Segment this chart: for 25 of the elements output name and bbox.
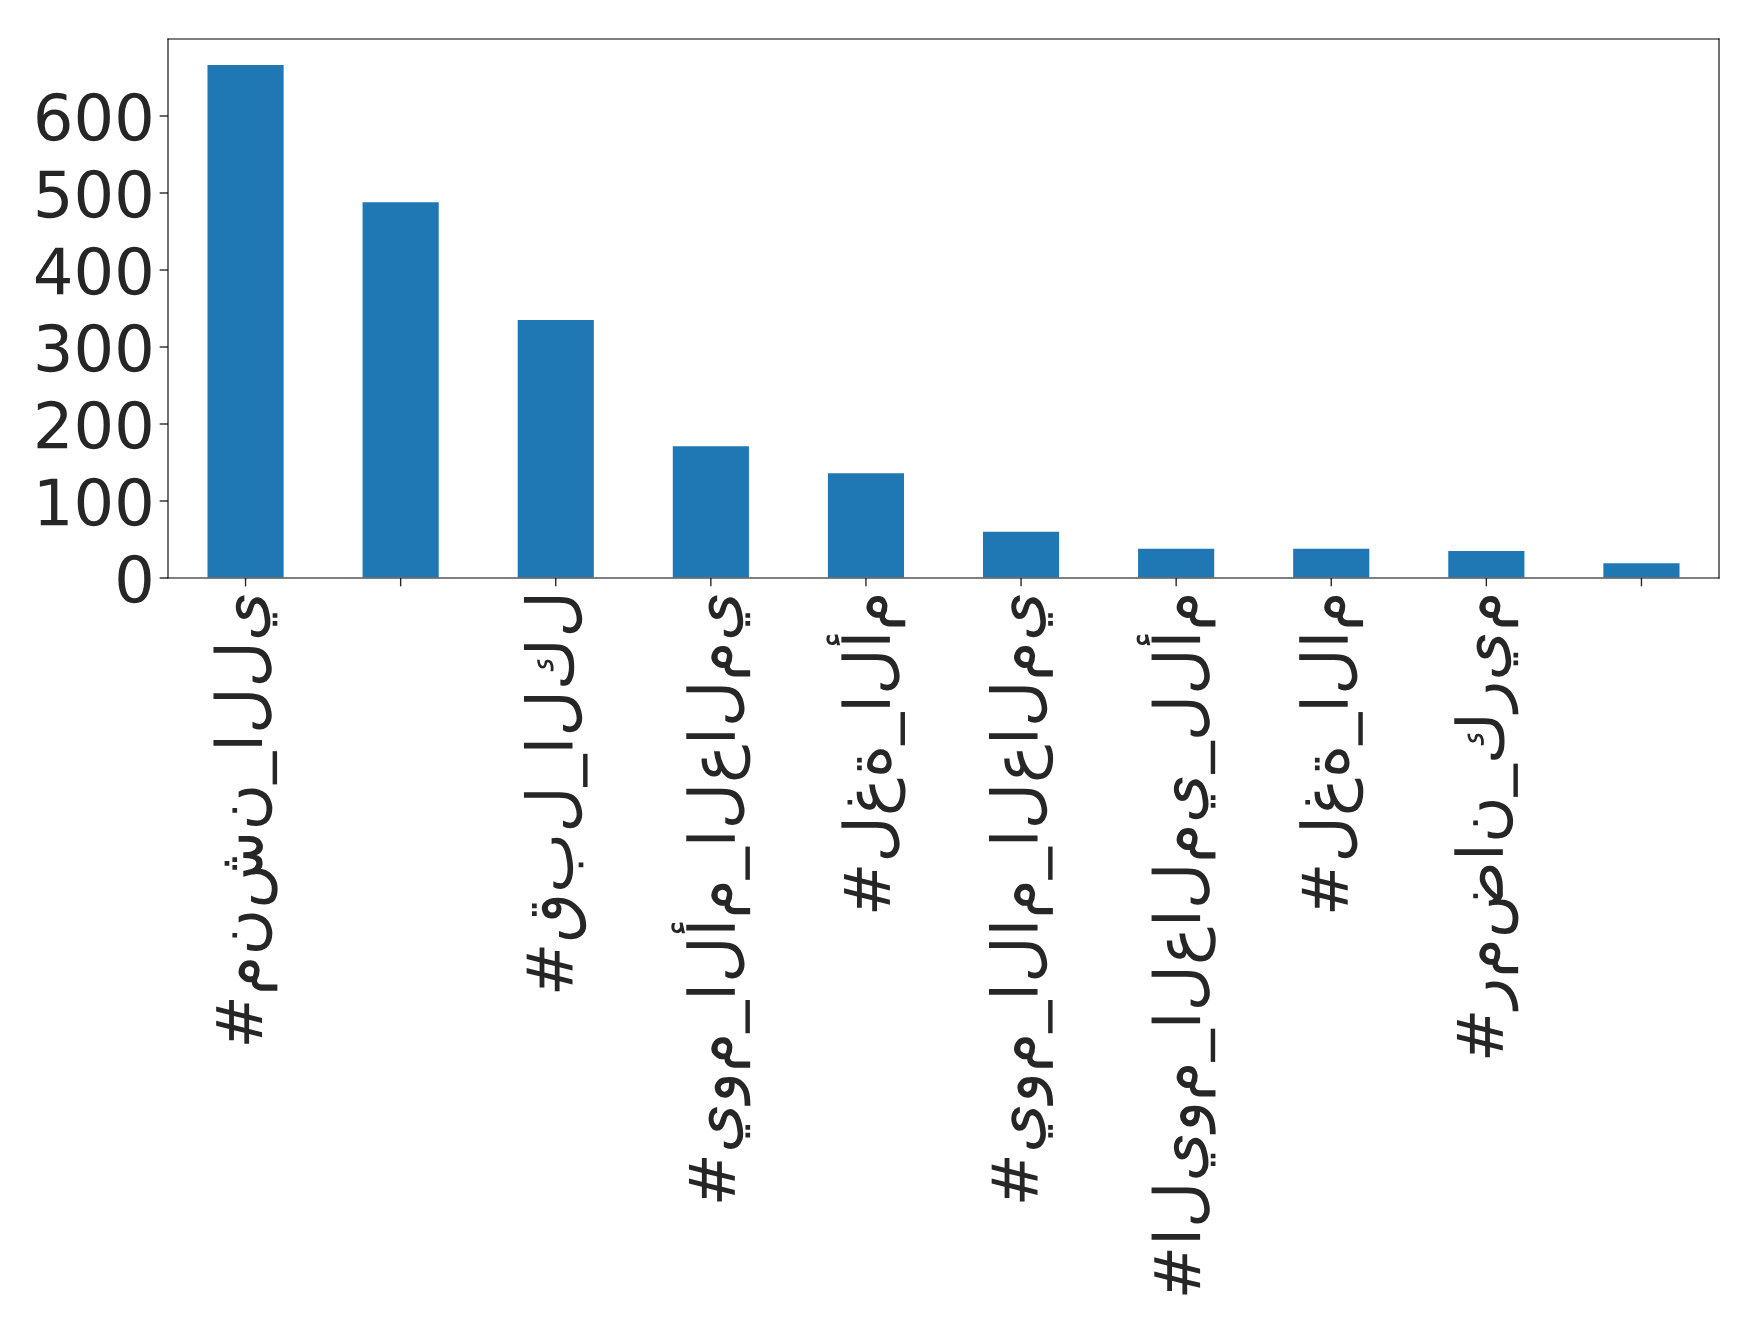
bar [981, 530, 1061, 578]
x-tick-label: #يوم_الام_العالمي [988, 595, 1054, 1202]
bar [361, 200, 441, 578]
y-tick-label: 500 [37, 169, 151, 219]
y-tick-label: 0 [118, 554, 151, 604]
x-tick-label: #لغة_الام [1299, 595, 1364, 912]
bar [206, 63, 286, 578]
x-tick-label: #منشن_اللي [213, 595, 278, 1044]
y-tick-label: 600 [37, 92, 151, 142]
bar [671, 444, 751, 578]
bar [1291, 547, 1371, 578]
y-tick-label: 400 [35, 246, 151, 296]
bar [516, 318, 596, 578]
x-tick-label: #رمضان_كريم [1454, 595, 1519, 1058]
x-tick-label: #لغة_الأم [826, 595, 906, 912]
y-tick-label: 100 [39, 477, 151, 527]
bar [1136, 547, 1216, 578]
x-tick-label: #يوم_الأم_العالمي [671, 595, 751, 1202]
y-tick-label: 200 [37, 400, 151, 450]
bar [826, 471, 906, 578]
x-tick-label: #اليوم_العالمي_للأم [1136, 595, 1216, 1295]
y-tick-label: 300 [37, 323, 151, 373]
x-tick-label: #قبل_الكل [523, 596, 588, 992]
bar [1446, 549, 1526, 578]
bar [1601, 561, 1681, 578]
